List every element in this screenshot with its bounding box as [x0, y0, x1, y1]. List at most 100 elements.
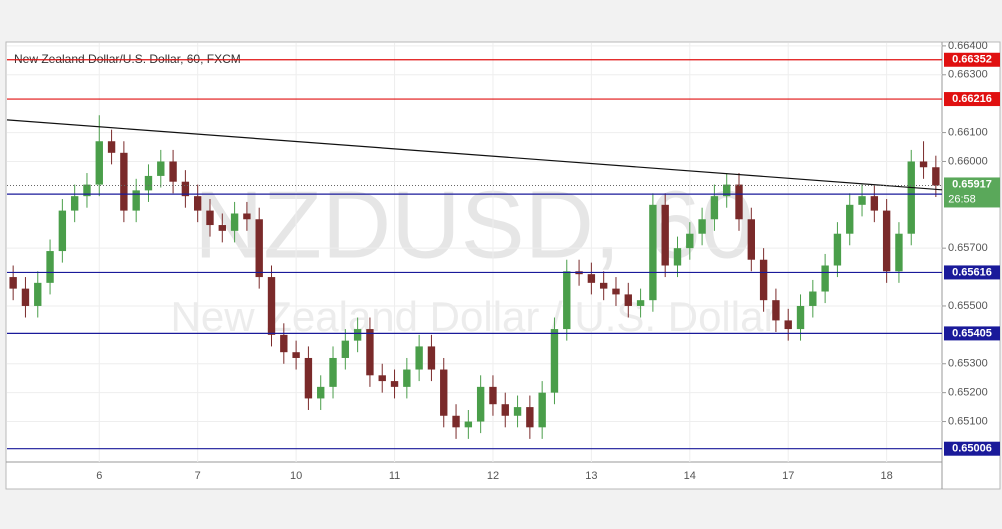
candle-body: [550, 329, 559, 393]
x-tick-label: 12: [487, 470, 499, 482]
candle-body: [870, 196, 879, 211]
x-tick-label: 7: [195, 470, 201, 482]
x-tick-label: 13: [585, 470, 597, 482]
level-label: 0.65405: [952, 327, 992, 339]
candle-body: [907, 161, 915, 234]
candle-body: [686, 233, 694, 249]
candle-body: [932, 167, 940, 186]
candle-body: [194, 196, 202, 211]
candle-body: [882, 210, 891, 272]
candle-body: [341, 340, 350, 358]
candle-body: [304, 357, 313, 399]
candle-body: [759, 259, 768, 301]
candle-body: [723, 184, 731, 197]
candle-body: [107, 141, 116, 153]
candle-body: [378, 375, 386, 382]
y-tick-label: 0.65200: [948, 387, 988, 399]
candle-body: [427, 346, 436, 370]
candle-body: [440, 369, 448, 416]
candle-body: [587, 274, 596, 283]
level-label-box: [944, 441, 1000, 456]
candle-body: [599, 282, 608, 289]
candle-body: [563, 271, 571, 330]
candle-body: [292, 352, 300, 358]
candle-body: [169, 161, 177, 182]
candle-body: [70, 196, 79, 211]
candle-body: [846, 204, 854, 234]
candle-body: [747, 219, 755, 260]
y-tick-label: 0.65300: [948, 358, 988, 370]
candle-body: [784, 320, 792, 330]
y-tick-label: 0.65100: [948, 415, 988, 427]
candle-body: [280, 334, 288, 353]
candle-body: [329, 357, 337, 387]
x-tick-label: 6: [96, 470, 102, 482]
candle-body: [636, 300, 645, 306]
candle-body: [796, 305, 805, 330]
candle-body: [353, 329, 362, 341]
candle-body: [230, 213, 239, 231]
candle-body: [772, 300, 780, 321]
candle-body: [157, 161, 165, 176]
candle-body: [452, 415, 460, 428]
countdown: 26:58: [948, 193, 976, 205]
x-tick-label: 17: [782, 470, 794, 482]
plot: [9, 115, 940, 439]
candle-body: [366, 329, 374, 376]
y-tick-label: 0.66100: [948, 126, 988, 138]
level-label-box: [944, 326, 1000, 341]
last-price-box: [944, 177, 1000, 208]
candle-body: [9, 277, 17, 289]
candle-body: [181, 181, 190, 197]
candle-body: [390, 381, 399, 387]
y-tick-label: 0.66000: [948, 155, 988, 167]
y-tick-label: 0.65700: [948, 242, 988, 254]
level-label-box: [944, 92, 1000, 107]
level-label-box: [944, 52, 1000, 67]
last-price-label: 0.65917: [952, 178, 992, 190]
candle-body: [415, 346, 423, 370]
candle-body: [267, 277, 276, 335]
x-tick-label: 10: [290, 470, 302, 482]
candle-body: [243, 213, 251, 220]
x-tick-label: 14: [684, 470, 696, 482]
candle-body: [735, 184, 743, 220]
y-tick-label: 0.66300: [948, 69, 988, 81]
candle-body: [464, 421, 473, 428]
x-tick-label: 11: [389, 470, 400, 482]
candle-body: [501, 404, 509, 416]
candle-body: [95, 141, 103, 185]
level-label-box: [944, 265, 1000, 280]
candle-body: [624, 294, 632, 306]
candle-body: [833, 233, 842, 266]
y-tick-label: 0.66400: [948, 40, 988, 52]
candle-body: [513, 407, 522, 416]
candle-body: [858, 196, 866, 205]
candle-body: [710, 196, 719, 220]
candle-body: [403, 369, 411, 387]
candle-body: [21, 288, 30, 306]
candle-body: [821, 265, 829, 292]
level-label: 0.65616: [952, 266, 992, 278]
candle-body: [809, 291, 817, 306]
candle-body: [895, 233, 903, 272]
candle-body: [120, 152, 128, 211]
candle-body: [206, 210, 214, 226]
candle-body: [144, 175, 153, 191]
candle-body: [58, 210, 67, 252]
trendline: [6, 119, 943, 191]
candle-body: [526, 407, 534, 428]
candle-body: [673, 248, 682, 266]
candle-body: [661, 204, 669, 266]
y-tick-label: 0.65500: [948, 300, 988, 312]
candle-body: [649, 204, 657, 301]
candle-body: [132, 190, 140, 211]
x-tick-label: 18: [881, 470, 893, 482]
candle-body: [919, 161, 928, 168]
candle-body: [698, 219, 706, 234]
candle-body: [489, 386, 497, 405]
candle-body: [317, 386, 325, 399]
candle-body: [255, 219, 263, 278]
